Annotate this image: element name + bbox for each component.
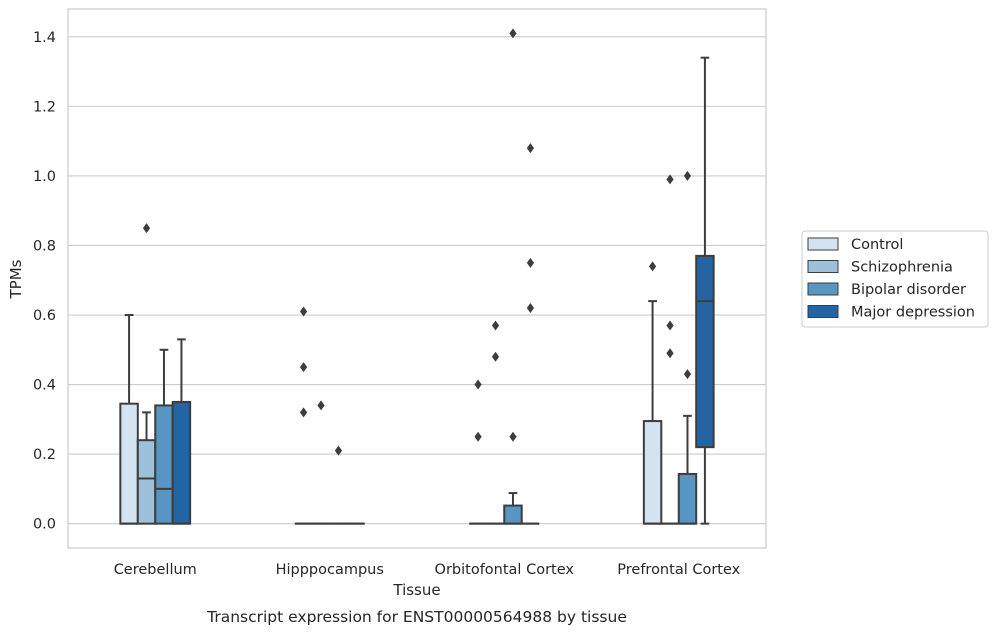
box	[661, 174, 679, 525]
y-tick-label: 1.0	[33, 169, 56, 185]
x-tick-label: Cerebellum	[114, 562, 197, 578]
outlier-point	[317, 400, 325, 411]
y-tick-label: 0.0	[33, 517, 56, 533]
outlier-point	[509, 431, 517, 442]
legend-swatch	[807, 260, 839, 273]
y-tick-label: 0.4	[33, 378, 56, 394]
outlier-point	[648, 261, 657, 272]
box	[329, 445, 348, 525]
outlier-point	[491, 320, 500, 331]
x-tick-label: Prefrontal Cortex	[617, 562, 740, 578]
box-body	[119, 402, 139, 525]
y-tick-label: 1.4	[33, 30, 56, 46]
box	[503, 28, 523, 525]
outlier-point	[491, 351, 500, 362]
legend-label: Bipolar disorder	[851, 282, 966, 298]
box	[521, 143, 540, 525]
outlier-point	[526, 143, 535, 154]
box-body	[136, 439, 157, 525]
x-axis-ticks: Cerebellum Hipppocampus Orbitofontal Corte…	[114, 562, 741, 578]
box-body	[171, 400, 192, 525]
y-axis-ticks: 0.0 0.2 0.4 0.6 0.8 1.0 1.2 1.4	[33, 30, 56, 533]
box-series	[119, 28, 715, 525]
outlier-point	[474, 379, 482, 390]
x-axis-title: Tissue	[392, 581, 440, 599]
box-body	[154, 404, 174, 525]
box-body	[677, 472, 698, 525]
outlier-point	[683, 170, 692, 181]
legend-swatch	[807, 237, 839, 251]
y-tick-label: 0.8	[33, 238, 56, 254]
outlier-point	[142, 223, 151, 234]
y-tick-label: 0.6	[33, 308, 56, 324]
box-body	[642, 420, 663, 525]
legend-label: Major depression	[851, 305, 975, 321]
legend: Control Schizophrenia Bipolar disorder Majo…	[801, 230, 989, 328]
box-body	[695, 254, 715, 449]
series-schizophrenia	[136, 174, 679, 525]
y-axis-title: TPMs	[7, 259, 25, 299]
outlier-point	[299, 306, 308, 317]
box	[677, 170, 698, 525]
outlier-point	[474, 431, 482, 442]
box	[294, 306, 313, 525]
outlier-point	[683, 369, 692, 380]
legend-label: Control	[851, 237, 903, 253]
box	[171, 338, 192, 525]
box	[642, 261, 663, 525]
series-major-depression	[171, 56, 715, 525]
outlier-point	[526, 303, 535, 314]
box	[136, 223, 157, 525]
box	[486, 320, 505, 525]
legend-frame	[801, 230, 989, 328]
x-tick-label: Orbitofontal Cortex	[435, 562, 575, 578]
chart-caption: Transcript expression for ENST0000056498…	[206, 608, 627, 626]
legend-label: Schizophrenia	[851, 260, 953, 276]
y-tick-label: 0.2	[33, 447, 56, 463]
outlier-point	[509, 28, 517, 39]
box	[312, 400, 330, 525]
outlier-point	[666, 348, 674, 359]
y-tick-label: 1.2	[33, 99, 56, 115]
box-body	[503, 504, 523, 525]
outlier-point	[526, 257, 535, 268]
outlier-point	[299, 362, 308, 373]
box	[695, 56, 715, 525]
x-tick-label: Hipppocampus	[276, 562, 384, 578]
legend-swatch	[807, 282, 839, 296]
outlier-point	[299, 407, 308, 418]
outlier-point	[334, 445, 343, 456]
outlier-point	[666, 320, 674, 331]
outlier-point	[666, 174, 674, 185]
box	[469, 379, 487, 525]
legend-swatch	[807, 305, 839, 318]
